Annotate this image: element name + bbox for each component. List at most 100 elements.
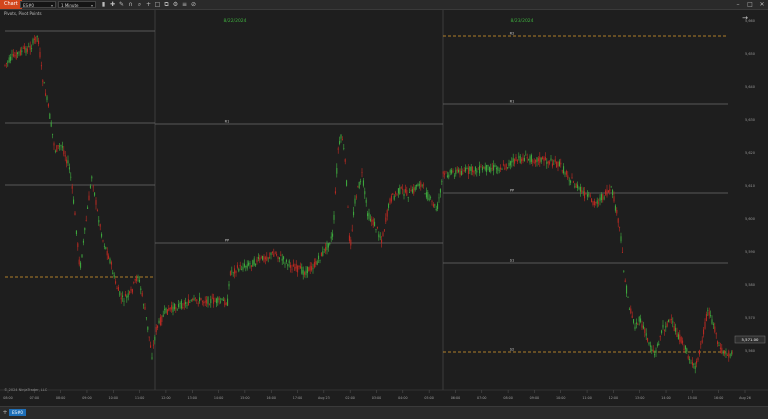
settings-icon[interactable]: ⚙ — [172, 1, 179, 8]
candle-body — [558, 161, 560, 166]
candle-body — [385, 217, 387, 222]
candle-body — [668, 319, 670, 322]
candle-body — [585, 193, 587, 195]
price-chart[interactable]: R1 PP R2 R1 PP S1 S2 8/22/2024 8/23/2024 5,660 5… — [0, 10, 768, 406]
list-icon[interactable]: ≡ — [181, 1, 188, 8]
tab-es0[interactable]: ES#0 — [9, 409, 26, 416]
pivot-label: PP — [225, 239, 229, 243]
candle-body — [712, 324, 714, 325]
candle-body — [661, 330, 663, 333]
candle-body — [533, 161, 535, 163]
candle-body — [418, 184, 420, 186]
candle-body — [519, 155, 521, 163]
x-tick-label: 08:00 — [56, 396, 66, 400]
price-axis-label: 5,650 — [745, 52, 755, 56]
candle-body — [628, 308, 630, 310]
candle-body — [493, 165, 495, 171]
candle-body — [679, 334, 681, 342]
square-icon[interactable]: □ — [154, 1, 161, 8]
candle-body — [511, 160, 513, 163]
close-icon[interactable]: ✕ — [759, 1, 765, 8]
candle-body — [721, 347, 723, 353]
candle-body — [262, 255, 264, 260]
candle-body — [705, 314, 707, 322]
candle-body — [543, 157, 545, 162]
candle-body — [728, 351, 730, 358]
candle-body — [214, 300, 216, 302]
candle-body — [95, 200, 97, 205]
candle-body — [711, 319, 713, 324]
zoom-icon[interactable]: ⌕ — [137, 1, 142, 8]
candle-body — [110, 262, 112, 265]
candle-body — [17, 52, 19, 55]
candle-body — [693, 363, 695, 365]
maximize-icon[interactable]: □ — [747, 1, 753, 8]
plus-icon[interactable]: + — [2, 409, 8, 416]
candle-body — [277, 256, 279, 259]
plus-icon[interactable]: + — [145, 1, 152, 8]
crosshair-icon[interactable]: ✚ — [109, 1, 116, 8]
candle-body — [47, 104, 49, 107]
candle-body — [242, 266, 244, 270]
candle-body — [67, 160, 69, 164]
pivot-label: S1 — [510, 259, 514, 263]
magnet-icon[interactable]: ∩ — [128, 1, 133, 8]
draw-icon[interactable]: ✎ — [118, 1, 125, 8]
candle-body — [402, 188, 404, 190]
candle-body — [596, 200, 598, 204]
candle-body — [571, 177, 573, 179]
candle-body — [600, 194, 602, 200]
candle-body — [414, 186, 416, 191]
candle-body — [626, 285, 628, 294]
candle-body — [690, 362, 692, 364]
candle-body — [117, 287, 119, 291]
cancel-icon[interactable]: ⊘ — [190, 1, 197, 8]
candle-body — [423, 184, 425, 186]
candle-body — [102, 240, 104, 242]
candle-body — [455, 170, 457, 175]
candle-body — [88, 195, 90, 201]
app-title[interactable]: Chart — [0, 0, 22, 9]
candle-body — [276, 254, 278, 256]
candle-body — [14, 55, 16, 57]
candle-body — [26, 48, 28, 52]
bar-type-icon[interactable]: ▮ — [101, 1, 106, 8]
candle-body — [522, 157, 524, 161]
copy-icon[interactable]: ⧉ — [164, 1, 169, 8]
candle-body — [640, 318, 642, 322]
candle-body — [84, 227, 86, 231]
candle-body — [487, 165, 489, 167]
candle-body — [500, 167, 502, 170]
candle-body — [182, 306, 184, 309]
candle-body — [344, 159, 346, 162]
candle-body — [263, 256, 265, 262]
candle-body — [36, 35, 38, 37]
candle-body — [354, 198, 356, 204]
interval-selector[interactable]: 1 Minute ▾ — [58, 1, 96, 8]
arrow-right-icon: → — [742, 14, 748, 22]
chart-panel[interactable]: Pivots, Pivot Points R1 PP R2 R1 PP S1 S2 8/22… — [0, 10, 768, 406]
x-tick-label: 16:00 — [266, 396, 276, 400]
candle-body — [320, 252, 322, 257]
x-tick-label: 06:00 — [451, 396, 461, 400]
minimize-icon[interactable]: – — [736, 1, 740, 8]
price-axis-label: 5,570 — [745, 316, 755, 320]
candle-body — [491, 167, 493, 169]
candle-body — [33, 38, 35, 40]
candle-body — [213, 297, 215, 304]
candle-body — [637, 323, 639, 325]
candle-body — [127, 293, 129, 297]
candle-body — [130, 289, 132, 291]
candle-body — [599, 197, 601, 202]
x-tick-label: 08:00 — [3, 396, 13, 400]
candle-body — [348, 235, 350, 241]
candle-body — [87, 207, 89, 209]
x-tick-label: 09:00 — [82, 396, 92, 400]
candle-body — [372, 219, 374, 225]
candle-body — [452, 171, 454, 172]
candle-body — [383, 229, 385, 231]
candle-body — [701, 340, 703, 343]
candle-body — [122, 295, 124, 297]
instrument-selector[interactable]: ES#0 ▾ — [20, 1, 56, 8]
candle-body — [603, 197, 605, 199]
